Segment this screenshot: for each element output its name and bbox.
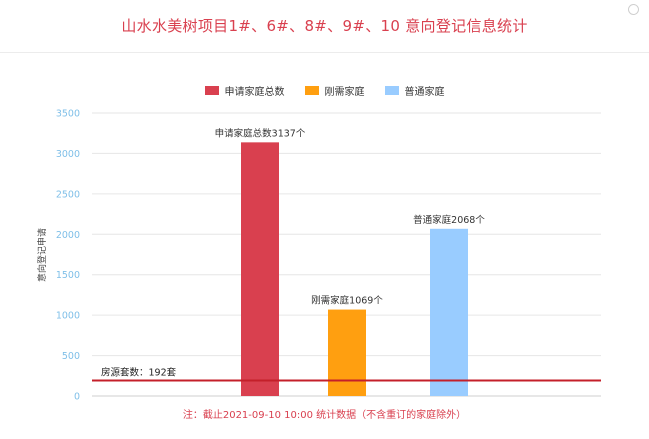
legend-item-total[interactable]: 申请家庭总数	[204, 82, 285, 98]
y-tick-label: 500	[62, 351, 80, 362]
legend-item-ordinary[interactable]: 普通家庭	[384, 82, 445, 98]
y-tick-label: 1500	[56, 270, 80, 281]
data-label: 刚需家庭1069个	[311, 295, 383, 307]
y-tick-label: 0	[74, 392, 80, 403]
legend-item-essential[interactable]: 刚需家庭	[304, 82, 365, 98]
legend-label-ordinary: 普通家庭	[404, 86, 445, 98]
bar-2[interactable]	[328, 309, 366, 396]
data-label: 申请家庭总数3137个	[215, 127, 306, 139]
chart-title: 山水水美树项目1#、6#、8#、9#、10 意向登记信息统计	[121, 17, 528, 35]
y-axis-label: 意向登记申请	[36, 228, 48, 282]
bar-1[interactable]	[241, 142, 279, 396]
legend-label-total: 申请家庭总数	[224, 86, 285, 98]
legend-swatch-essential	[304, 85, 319, 95]
circle-icon[interactable]	[628, 4, 639, 15]
legend-swatch-total	[204, 85, 219, 95]
reference-line-label: 房源套数：192套	[101, 366, 177, 378]
footnote: 注：截止2021-09-10 10:00 统计数据（不含重订的家庭除外）	[182, 410, 467, 421]
legend-label-essential: 刚需家庭	[324, 86, 365, 98]
chart-header: 山水水美树项目1#、6#、8#、9#、10 意向登记信息统计	[0, 0, 649, 53]
y-tick-label: 3500	[56, 109, 80, 120]
y-tick-label: 2000	[56, 230, 80, 241]
chart-legend: 申请家庭总数 刚需家庭 普通家庭	[0, 82, 649, 98]
bar-3[interactable]	[430, 228, 468, 396]
legend-swatch-ordinary	[384, 85, 399, 95]
y-tick-label: 3000	[56, 149, 80, 160]
y-tick-label: 2500	[56, 189, 80, 200]
y-tick-label: 1000	[56, 311, 80, 322]
data-label: 普通家庭2068个	[413, 214, 485, 226]
